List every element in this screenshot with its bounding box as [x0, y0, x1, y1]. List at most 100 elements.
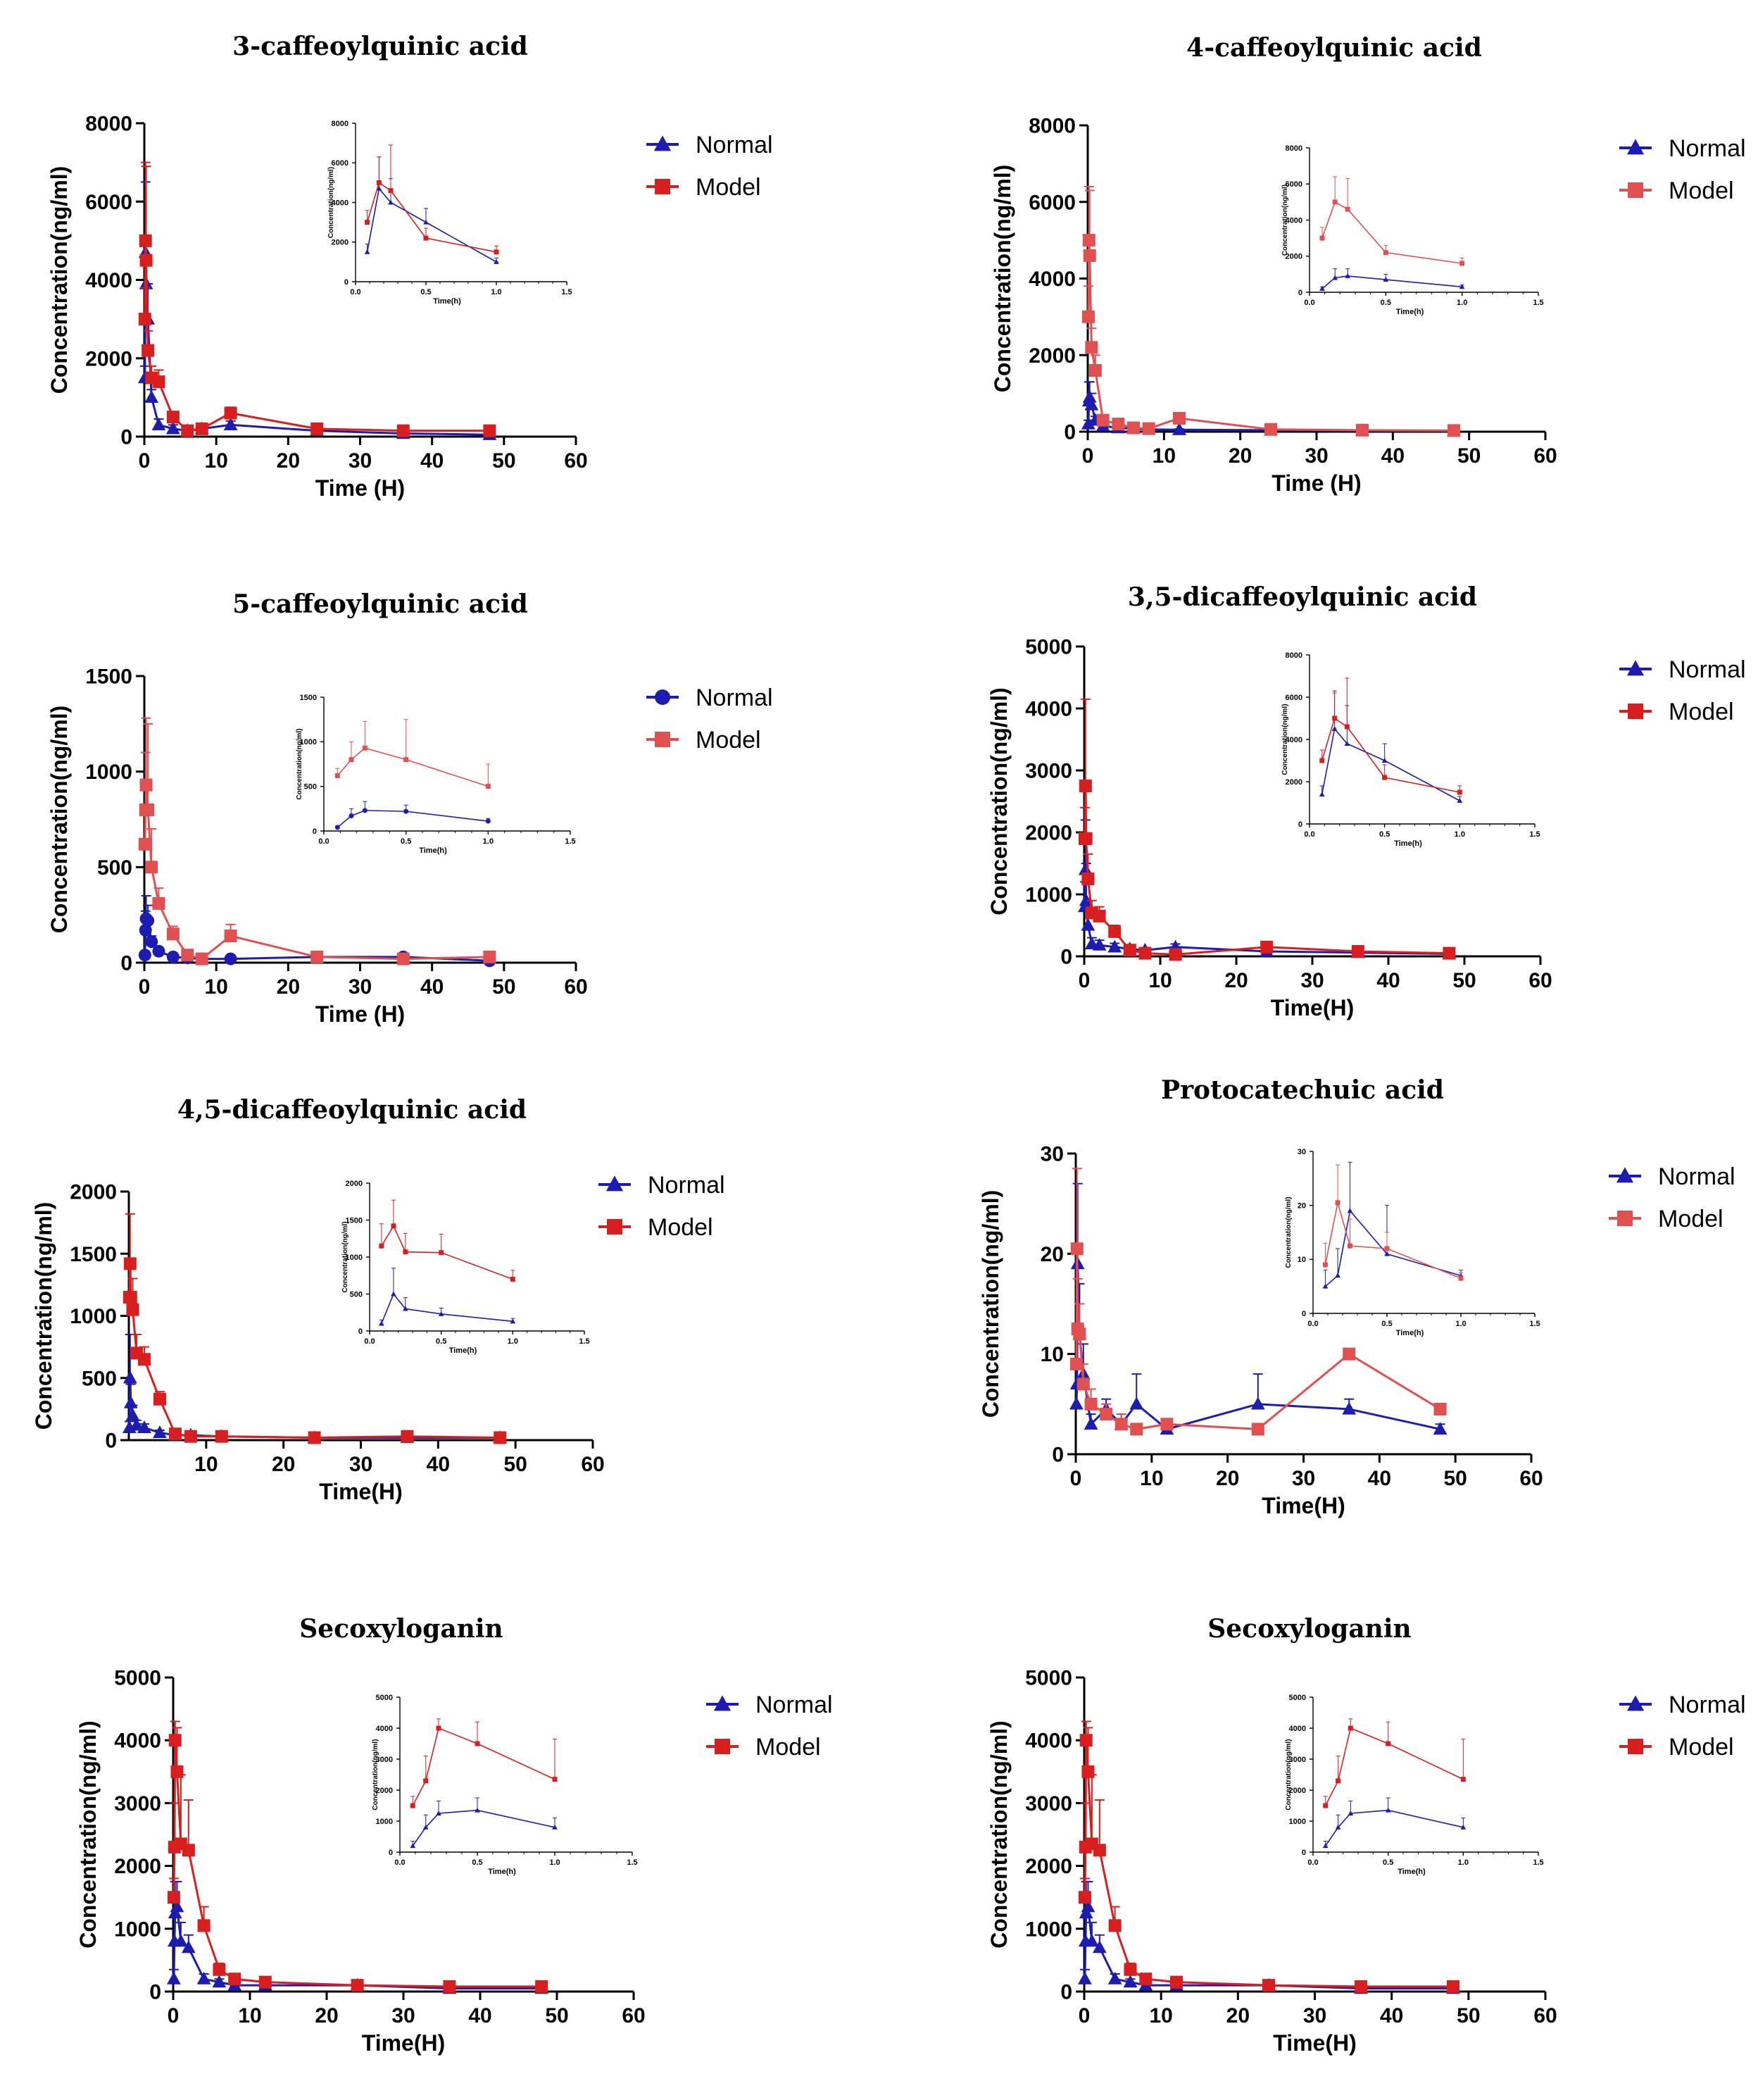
series-line: [128, 1377, 501, 1439]
y-tick-label: 0: [1302, 1849, 1306, 1857]
data-point: [1322, 1283, 1329, 1289]
y-tick-label: 5000: [1289, 1694, 1306, 1702]
y-tick-label: 8000: [1029, 115, 1076, 138]
y-tick-label: 30: [1298, 1148, 1306, 1156]
chart-title: 5-caffeoylquinic acid: [232, 589, 528, 619]
chart-legend: Normal Model: [1619, 135, 1746, 204]
y-axis-label: Concentration(ng/ml): [31, 1202, 56, 1430]
x-tick-label: 20: [1224, 969, 1248, 992]
x-tick-label: 30: [349, 975, 372, 999]
x-tick-label: 30: [1305, 444, 1328, 468]
data-point: [376, 185, 382, 191]
data-point: [224, 930, 237, 943]
data-point: [1127, 421, 1140, 435]
legend-marker: [1628, 1739, 1643, 1754]
y-tick-label: 4000: [1286, 216, 1302, 225]
main-plot: 0 2000 4000 6000 8000 0 10 20 30 40 50 60 Time (H) Co…: [46, 113, 588, 501]
x-axis-label: Time(H): [1262, 1493, 1345, 1518]
x-tick-label: 30: [349, 1453, 372, 1476]
legend-label: Normal: [696, 132, 773, 158]
chart-panel: 4,5-dicaffeoylquinic acid050010001500200…: [31, 1095, 725, 1504]
x-axis-label: Time(H): [1271, 995, 1355, 1020]
legend-label: Model: [1669, 1734, 1734, 1761]
data-point: [423, 219, 429, 225]
y-tick-label: 2000: [1025, 1855, 1072, 1878]
y-tick-label: 3000: [114, 1792, 161, 1815]
x-axis-label: Time(h): [419, 846, 447, 855]
legend-label: Normal: [1669, 135, 1746, 162]
y-tick-label: 4000: [332, 199, 349, 207]
data-point: [1331, 725, 1338, 731]
data-point: [388, 199, 394, 205]
legend-label: Normal: [696, 685, 773, 711]
data-point: [364, 249, 370, 254]
y-tick-label: 1500: [85, 665, 132, 689]
data-point: [436, 1810, 441, 1815]
x-tick-label: 20: [1226, 2004, 1250, 2027]
data-point: [1433, 1402, 1447, 1415]
x-tick-label: 30: [1303, 2004, 1326, 2027]
data-point: [1319, 758, 1325, 763]
series-model: [1323, 1718, 1466, 1808]
data-point: [1169, 948, 1182, 961]
x-tick-label: 50: [1457, 444, 1481, 468]
data-point: [1383, 277, 1389, 282]
data-point: [137, 1420, 151, 1433]
data-point: [1332, 275, 1338, 280]
data-point: [1447, 1980, 1459, 1993]
y-tick-label: 1500: [70, 1243, 117, 1266]
chart-title: 4,5-dicaffeoylquinic acid: [177, 1095, 527, 1125]
y-tick-label: 500: [82, 1367, 117, 1390]
data-point: [1173, 411, 1186, 425]
series-normal: [334, 801, 491, 830]
data-point: [1383, 250, 1388, 256]
legend-label: Normal: [755, 1692, 833, 1718]
x-tick-label: 50: [492, 449, 515, 473]
series-line: [1321, 275, 1462, 289]
series-line: [337, 810, 489, 828]
x-tick-label: 0.5: [1381, 299, 1391, 307]
series-model: [123, 1213, 507, 1444]
data-point: [224, 406, 237, 420]
legend-marker: [1628, 182, 1643, 198]
data-point: [401, 1430, 414, 1443]
y-tick-label: 2000: [1025, 822, 1072, 845]
data-point: [139, 923, 152, 937]
chart-title: Secoxyloganin: [1207, 1614, 1411, 1644]
legend-label: Model: [1658, 1206, 1724, 1232]
y-tick-label: 1000: [1025, 1918, 1072, 1941]
y-tick-label: 0: [1302, 1310, 1306, 1318]
x-tick-label: 20: [277, 449, 300, 473]
data-point: [1348, 1725, 1353, 1731]
data-point: [174, 1934, 188, 1947]
series-line: [366, 187, 497, 263]
data-point: [181, 424, 194, 437]
x-tick-label: 1.5: [561, 288, 572, 296]
x-tick-label: 1.0: [483, 837, 494, 846]
data-point: [1081, 416, 1095, 430]
y-tick-label: 0: [1060, 1981, 1072, 2004]
x-axis-label: Time (H): [1272, 470, 1361, 496]
series-line: [1321, 717, 1460, 793]
data-point: [310, 422, 324, 435]
data-point: [376, 180, 382, 185]
data-point: [552, 1777, 558, 1782]
data-point: [1344, 724, 1350, 730]
series-normal: [410, 1797, 558, 1849]
x-tick-label: 10: [1149, 2004, 1172, 2027]
chart-panel: Protocatechuic acid 0 10 20 30 0 10 20 30 40 50 60 T…: [978, 1075, 1735, 1518]
data-point: [166, 927, 180, 941]
data-point: [1085, 1934, 1099, 1947]
data-point: [1082, 389, 1097, 403]
data-point: [1443, 946, 1456, 960]
x-tick-label: 1.5: [1529, 1320, 1540, 1328]
data-point: [1138, 946, 1152, 960]
y-tick-label: 0: [120, 952, 132, 975]
chart-legend: Normal Model: [1609, 1163, 1735, 1232]
y-tick-label: 2000: [1029, 344, 1076, 368]
series-line: [381, 1225, 513, 1280]
data-point: [1076, 1377, 1090, 1391]
y-tick-label: 2000: [332, 239, 349, 247]
y-tick-label: 6000: [332, 159, 349, 168]
